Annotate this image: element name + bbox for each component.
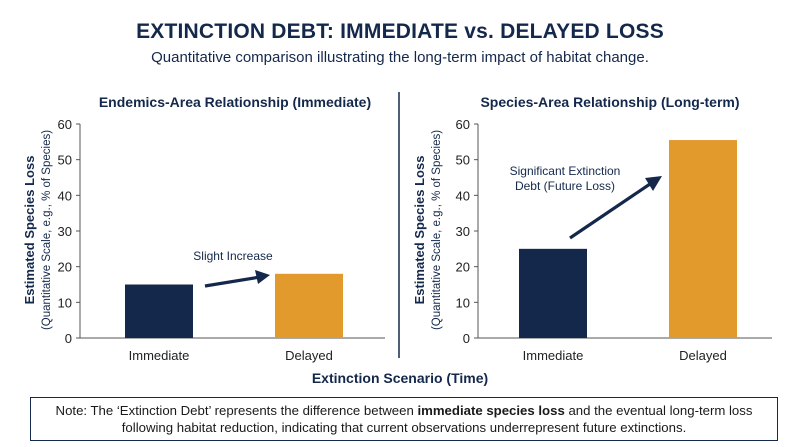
- left-bars: [125, 273, 343, 338]
- right-y-tick-label: 10: [456, 295, 470, 310]
- right-panel: Species-Area Relationship (Long-term) Es…: [412, 94, 772, 363]
- right-categories: Immediate Delayed: [523, 348, 727, 363]
- left-bar-immediate: [125, 284, 193, 338]
- right-category-label: Immediate: [523, 348, 584, 363]
- x-axis-label: Extinction Scenario (Time): [312, 370, 488, 386]
- right-y-tick-label: 40: [456, 188, 470, 203]
- right-annotation-arrow: [569, 176, 662, 240]
- left-category-label: Immediate: [129, 348, 190, 363]
- right-y-tick-label: 20: [456, 260, 470, 275]
- right-bar-delayed: [669, 140, 737, 338]
- right-y-tick-label: 60: [456, 117, 470, 132]
- left-category-label: Delayed: [285, 348, 333, 363]
- left-y-tick-label: 20: [58, 260, 72, 275]
- left-annotation: Slight Increase: [193, 249, 273, 263]
- left-y-tick-label: 40: [58, 188, 72, 203]
- left-y-tick-label: 0: [65, 331, 72, 346]
- right-panel-title: Species-Area Relationship (Long-term): [480, 94, 739, 110]
- left-y-tick-label: 30: [58, 224, 72, 239]
- note-text-start: Note: The ‘Extinction Debt’ represents t…: [55, 403, 418, 418]
- chart-canvas: Endemics-Area Relationship (Immediate) E…: [22, 92, 772, 386]
- left-y-tick-label: 10: [58, 295, 72, 310]
- left-y-tick-label: 60: [58, 117, 72, 132]
- left-y-axis-sublabel: (Quantitative Scale, e.g., % of Species): [41, 130, 53, 330]
- left-panel: Endemics-Area Relationship (Immediate) E…: [22, 94, 385, 363]
- right-category-label: Delayed: [679, 348, 727, 363]
- right-annotation-line-2: Debt (Future Loss): [515, 179, 615, 193]
- note-box: Note: The ‘Extinction Debt’ represents t…: [30, 397, 778, 441]
- right-y-tick-label: 30: [456, 224, 470, 239]
- right-bar-immediate: [519, 248, 587, 338]
- right-y-ticks: 0 10 20 30 40 50 60: [456, 117, 478, 346]
- left-y-ticks: 0 10 20 30 40 50 60: [58, 117, 80, 346]
- left-bar-delayed: [275, 273, 343, 338]
- left-panel-title: Endemics-Area Relationship (Immediate): [99, 94, 371, 110]
- right-y-tick-label: 0: [463, 331, 470, 346]
- right-y-axis-sublabel: (Quantitative Scale, e.g., % of Species): [431, 130, 443, 330]
- right-bars: [519, 140, 737, 338]
- left-categories: Immediate Delayed: [129, 348, 333, 363]
- right-y-tick-label: 50: [456, 153, 470, 168]
- left-annotation-arrow: [204, 270, 270, 288]
- left-y-tick-label: 50: [58, 153, 72, 168]
- right-annotation-line-1: Significant Extinction: [510, 164, 621, 178]
- subtitle: Quantitative comparison illustrating the…: [151, 49, 649, 66]
- main-title: EXTINCTION DEBT: IMMEDIATE vs. DELAYED L…: [136, 20, 664, 43]
- note-text-bold: immediate species loss: [417, 403, 565, 418]
- right-y-axis-label: Estimated Species Loss: [412, 156, 427, 305]
- left-y-axis-label: Estimated Species Loss: [22, 156, 37, 305]
- note-text-end: and the eventual long-term loss followin…: [121, 403, 753, 435]
